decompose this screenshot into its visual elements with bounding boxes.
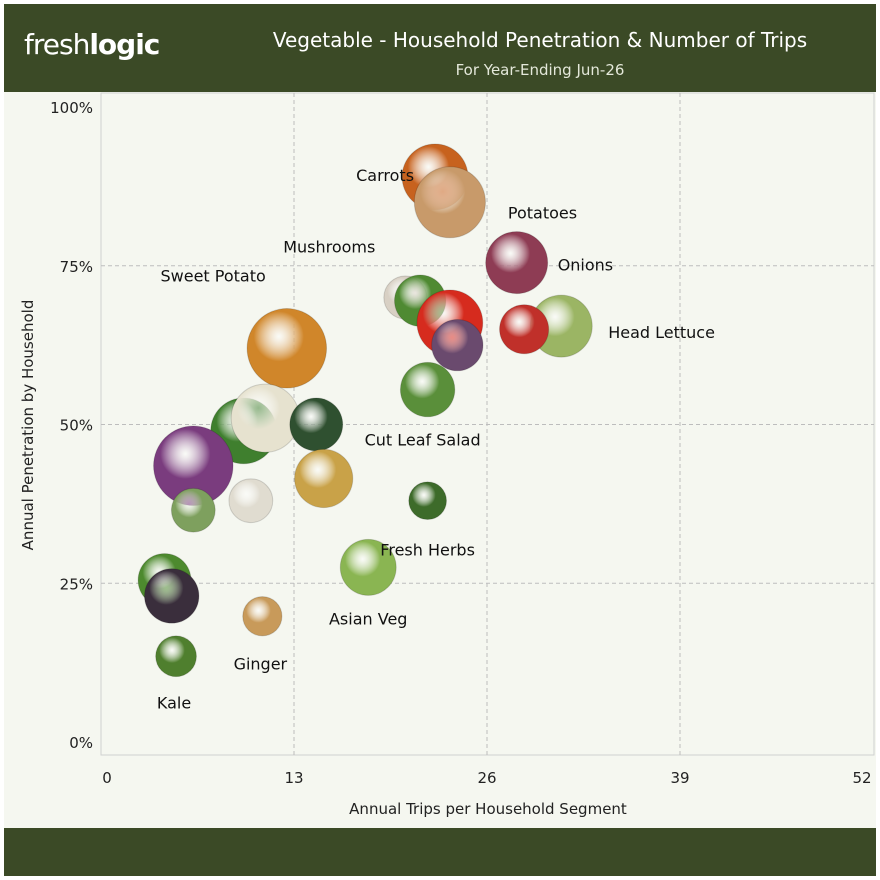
point-label: Potatoes	[508, 203, 577, 222]
x-tick-label: 39	[670, 769, 689, 787]
point-label: Ginger	[234, 654, 288, 673]
freshlogic-logo: freshlogic	[24, 28, 160, 61]
data-point[interactable]	[499, 304, 550, 355]
x-tick-label: 52	[852, 769, 871, 787]
point-label: Carrots	[356, 166, 414, 185]
x-tick-label: 0	[102, 769, 112, 787]
data-point[interactable]	[289, 397, 344, 452]
data-point[interactable]	[431, 318, 484, 372]
data-point[interactable]	[230, 383, 300, 453]
points-layer	[137, 143, 593, 678]
point-label: Fresh Herbs	[380, 541, 475, 560]
data-point-kale[interactable]	[155, 635, 197, 678]
point-label: Asian Veg	[329, 609, 407, 628]
data-point-asian-veg[interactable]	[339, 538, 397, 596]
y-tick-label: 25%	[60, 575, 93, 593]
y-tick-label: 0%	[69, 734, 93, 752]
data-point[interactable]	[144, 568, 200, 624]
data-point-onions[interactable]	[485, 231, 549, 295]
header-bar: freshlogic Vegetable - Household Penetra…	[4, 4, 876, 92]
data-point[interactable]	[294, 448, 354, 509]
x-tick-label: 13	[284, 769, 303, 787]
labels-layer: Carrots Potatoes Onions Head Lettuce Mushroo…	[157, 166, 715, 712]
data-point-fresh-herbs[interactable]	[408, 481, 447, 521]
y-axis-title: Annual Penetration by Household	[19, 300, 37, 551]
data-point-cut-leaf-salad[interactable]	[399, 361, 456, 418]
data-point-potatoes[interactable]	[413, 166, 486, 239]
logo-part-fresh: fresh	[24, 28, 90, 61]
data-point-sweet-potato[interactable]	[246, 308, 328, 389]
data-point[interactable]	[228, 478, 274, 524]
data-point[interactable]	[170, 487, 216, 533]
point-label: Head Lettuce	[608, 323, 715, 342]
footer-bar	[4, 828, 876, 876]
point-label: Mushrooms	[283, 238, 375, 257]
point-label: Sweet Potato	[161, 266, 266, 285]
logo-part-logic: logic	[89, 28, 160, 61]
x-axis-title: Annual Trips per Household Segment	[349, 800, 627, 818]
x-tick-label: 26	[477, 769, 496, 787]
chart-title: Vegetable - Household Penetration & Numb…	[272, 28, 808, 52]
y-tick-label: 100%	[50, 99, 93, 117]
chart-subtitle: For Year-Ending Jun-26	[455, 61, 625, 79]
y-tick-label: 50%	[60, 417, 93, 435]
point-label: Kale	[157, 693, 191, 712]
point-label: Cut Leaf Salad	[365, 431, 481, 450]
point-label: Onions	[558, 256, 613, 275]
axis-layer: 0% 25% 50% 75% 100% 0 13 26 39 52	[50, 99, 871, 787]
data-point-ginger[interactable]	[242, 596, 283, 637]
y-tick-label: 75%	[60, 258, 93, 276]
